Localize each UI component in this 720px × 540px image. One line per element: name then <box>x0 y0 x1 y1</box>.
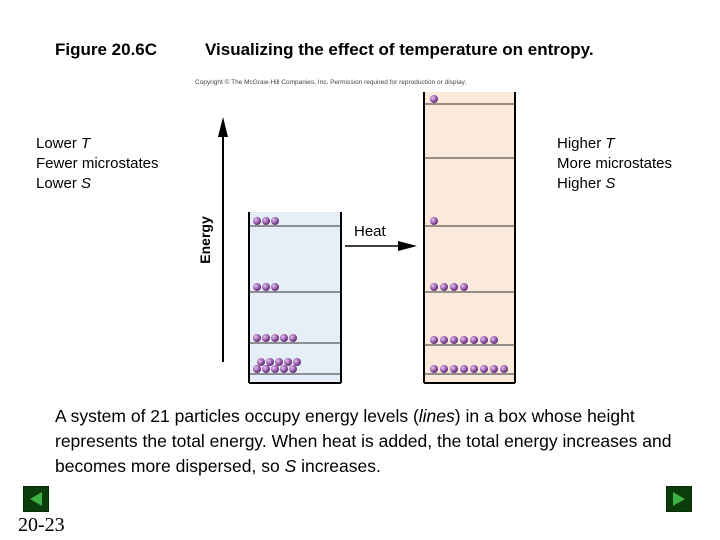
right-label-microstates: More microstates <box>557 155 673 172</box>
high-box-particle <box>450 283 458 291</box>
low-box-particle <box>253 365 261 373</box>
energy-axis-arrowhead <box>218 117 228 137</box>
high-box-particle <box>430 95 438 103</box>
left-label-microstates: Fewer microstates <box>36 155 159 172</box>
high-box-particle <box>430 283 438 291</box>
high-box-particle <box>450 336 458 344</box>
high-box-particle <box>450 365 458 373</box>
high-box-particle <box>470 336 478 344</box>
high-box-particle <box>460 283 468 291</box>
high-box-particle <box>430 365 438 373</box>
high-temperature-labels: Higher T More microstates Higher S <box>557 134 672 194</box>
low-box-particle <box>253 283 261 291</box>
low-box-particle <box>262 217 270 225</box>
low-box-particle <box>257 358 265 366</box>
high-box-particle <box>460 336 468 344</box>
previous-slide-button[interactable] <box>23 486 49 512</box>
high-box-particle <box>470 365 478 373</box>
low-box-particle <box>266 358 274 366</box>
high-box-particle <box>440 283 448 291</box>
heat-label: Heat <box>354 223 387 240</box>
high-box-particle <box>460 365 468 373</box>
low-box-particle <box>271 365 279 373</box>
low-box-particle <box>293 358 301 366</box>
high-box-particle <box>480 365 488 373</box>
low-box-particle <box>280 334 288 342</box>
next-arrow-icon <box>673 492 685 506</box>
high-box-particle <box>430 217 438 225</box>
low-box-particle <box>253 334 261 342</box>
high-box-particle <box>490 336 498 344</box>
low-box-particle <box>271 334 279 342</box>
high-box-particle <box>500 365 508 373</box>
slide-number: 20-23 <box>18 514 65 536</box>
low-box-particle <box>262 334 270 342</box>
low-box-particle <box>289 365 297 373</box>
low-box-particle <box>275 358 283 366</box>
figure-number: Figure 20.6C <box>55 40 158 59</box>
low-box-particle <box>284 358 292 366</box>
high-box-particle <box>440 336 448 344</box>
low-temperature-labels: Lower T Fewer microstates Lower S <box>36 134 159 194</box>
low-box-particle <box>253 217 261 225</box>
energy-axis-label: Energy <box>197 216 213 264</box>
high-box-particle <box>480 336 488 344</box>
high-box-particles <box>430 95 508 373</box>
low-box-particle <box>262 283 270 291</box>
figure-title: Visualizing the effect of temperature on… <box>205 40 594 59</box>
low-box-particle <box>262 365 270 373</box>
previous-arrow-icon <box>30 492 42 506</box>
high-box-particle <box>430 336 438 344</box>
high-box-particle <box>490 365 498 373</box>
high-box-particle <box>440 365 448 373</box>
low-box-particles <box>253 217 301 373</box>
right-label-entropy: Higher S <box>557 175 616 192</box>
low-box-particle <box>289 334 297 342</box>
high-energy-box <box>424 92 515 383</box>
left-label-temperature: Lower T <box>36 135 91 152</box>
low-energy-box <box>249 212 341 383</box>
next-slide-button[interactable] <box>666 486 692 512</box>
left-label-entropy: Lower S <box>36 175 92 192</box>
right-label-temperature: Higher T <box>557 135 615 152</box>
low-box-particle <box>271 283 279 291</box>
figure-caption: A system of 21 particles occupy energy l… <box>55 406 672 476</box>
copyright-notice: Copyright © The McGraw-Hill Companies, I… <box>195 79 467 86</box>
low-box-particle <box>271 217 279 225</box>
heat-arrowhead <box>398 241 417 251</box>
low-box-particle <box>280 365 288 373</box>
